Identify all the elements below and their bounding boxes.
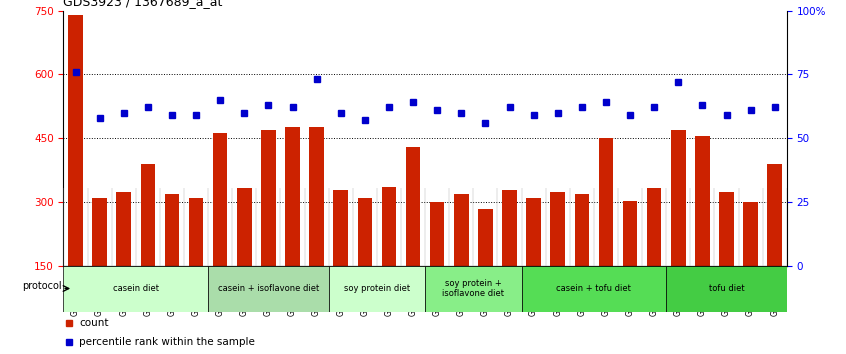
Bar: [358, 198, 372, 266]
Bar: [92, 198, 107, 266]
Bar: [695, 136, 710, 266]
Bar: [310, 127, 324, 266]
Bar: [165, 194, 179, 266]
Bar: [623, 200, 637, 266]
Bar: [69, 15, 83, 266]
Bar: [328, 266, 425, 312]
Bar: [382, 187, 396, 266]
Bar: [237, 188, 251, 266]
Bar: [406, 147, 420, 266]
Bar: [425, 266, 521, 312]
Bar: [430, 202, 444, 266]
Bar: [551, 193, 565, 266]
Bar: [767, 164, 782, 266]
Bar: [117, 193, 131, 266]
Text: tofu diet: tofu diet: [709, 284, 744, 293]
Bar: [333, 190, 348, 266]
Bar: [526, 198, 541, 266]
Text: soy protein diet: soy protein diet: [343, 284, 410, 293]
Bar: [208, 266, 328, 312]
Bar: [574, 194, 589, 266]
Bar: [140, 164, 155, 266]
Text: protocol: protocol: [23, 281, 63, 291]
Bar: [503, 190, 517, 266]
Text: casein + tofu diet: casein + tofu diet: [557, 284, 631, 293]
Text: casein diet: casein diet: [113, 284, 159, 293]
Bar: [647, 188, 662, 266]
Text: soy protein +
isoflavone diet: soy protein + isoflavone diet: [442, 279, 504, 298]
Bar: [666, 266, 787, 312]
Bar: [599, 138, 613, 266]
Bar: [521, 266, 666, 312]
Bar: [671, 130, 685, 266]
Bar: [285, 127, 299, 266]
Bar: [719, 193, 733, 266]
Text: count: count: [80, 318, 109, 329]
Bar: [478, 210, 492, 266]
Bar: [261, 130, 276, 266]
Text: GDS3923 / 1367689_a_at: GDS3923 / 1367689_a_at: [63, 0, 222, 8]
Bar: [744, 202, 758, 266]
Bar: [63, 266, 208, 312]
Bar: [454, 194, 469, 266]
Text: percentile rank within the sample: percentile rank within the sample: [80, 337, 255, 347]
Bar: [189, 198, 203, 266]
Bar: [213, 133, 228, 266]
Text: casein + isoflavone diet: casein + isoflavone diet: [217, 284, 319, 293]
